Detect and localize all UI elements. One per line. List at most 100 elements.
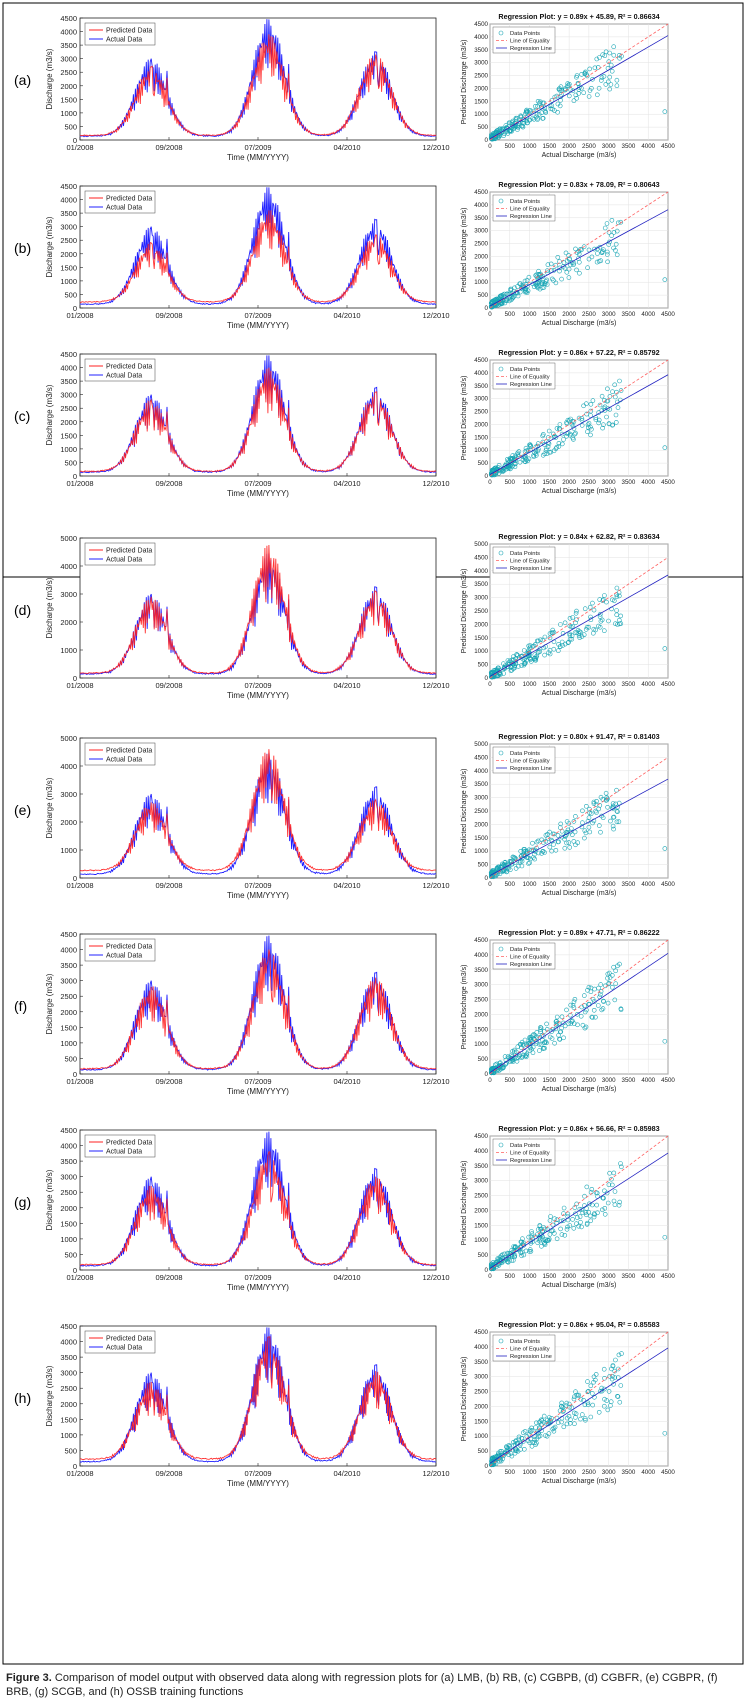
data-point <box>611 964 616 970</box>
data-point <box>600 425 605 431</box>
data-point <box>609 233 614 238</box>
data-point <box>605 259 610 265</box>
data-point <box>594 1190 600 1196</box>
data-point <box>567 615 573 621</box>
scatter-y-tick-label: 2500 <box>474 1389 488 1396</box>
scatter-x-tick-label: 3500 <box>622 1469 636 1476</box>
scatter-x-tick-label: 3000 <box>602 1077 616 1084</box>
data-point <box>564 1400 570 1406</box>
data-point <box>571 262 576 268</box>
legend-label-predicted: Predicted Data <box>106 28 152 35</box>
data-point <box>557 265 563 271</box>
data-point <box>550 627 556 633</box>
regression-line <box>489 778 669 876</box>
data-point <box>518 114 524 120</box>
data-point <box>576 415 582 421</box>
scatter-x-tick-label: 0 <box>488 1469 492 1476</box>
data-point <box>542 451 548 457</box>
scatter-y-tick-label: 1500 <box>474 98 488 105</box>
data-point <box>601 628 607 634</box>
data-point <box>558 1226 563 1232</box>
figure-caption: Figure 3. Comparison of model output wit… <box>6 1671 746 1699</box>
data-point <box>494 865 500 871</box>
data-point <box>515 1044 521 1049</box>
data-point <box>618 219 624 225</box>
data-point <box>593 1014 598 1020</box>
data-point <box>590 600 595 606</box>
legend-label-points: Data Points <box>510 1339 540 1345</box>
y-tick-label: 3000 <box>60 1173 77 1182</box>
data-point <box>606 1389 612 1394</box>
data-point <box>559 441 565 447</box>
data-point <box>549 1036 555 1041</box>
data-point <box>612 1189 618 1194</box>
y-tick-label: 2000 <box>60 1008 77 1017</box>
data-point <box>550 1027 556 1032</box>
scatter-y-tick-label: 2500 <box>474 241 488 248</box>
data-point <box>517 289 523 295</box>
scatter-y-tick-label: 1500 <box>474 835 488 842</box>
data-point <box>556 444 562 449</box>
y-tick-label: 2000 <box>60 418 77 427</box>
data-point <box>509 1258 515 1263</box>
data-point <box>566 275 572 280</box>
data-point <box>582 828 588 834</box>
x-tick-label: 09/2008 <box>155 1469 182 1478</box>
data-point <box>600 52 606 58</box>
x-tick-label: 07/2009 <box>244 1469 271 1478</box>
scatter-y-tick-label: 4000 <box>474 370 488 377</box>
scatter-chart-3: Regression Plot: y = 0.84x + 62.82, R² =… <box>461 532 675 697</box>
data-point <box>540 452 546 458</box>
data-point <box>562 620 568 626</box>
data-point <box>606 970 612 976</box>
scatter-y-tick-label: 3000 <box>474 396 488 403</box>
y-tick-label: 3500 <box>60 1157 77 1166</box>
y-tick-label: 1000 <box>60 646 77 655</box>
line-chart-2: (c) 0 500 1000 1500 2000 2500 3000 3500 4000 4500 0… <box>14 350 450 498</box>
data-point <box>571 999 577 1005</box>
scatter-x-tick-label: 4500 <box>661 881 675 888</box>
data-point <box>615 405 621 410</box>
data-point <box>524 118 530 124</box>
x-tick-label: 12/2010 <box>422 1273 449 1282</box>
data-point <box>618 1006 624 1012</box>
y-tick-label: 4500 <box>60 182 77 191</box>
line-chart-3: (d) 0 1000 2000 3000 4000 5000 01/2008 09/2008 07… <box>14 534 450 700</box>
series-predicted-line <box>79 1151 437 1266</box>
data-point <box>618 1161 623 1166</box>
data-point <box>548 261 554 267</box>
data-point <box>594 259 600 265</box>
data-point <box>588 432 593 438</box>
data-point <box>498 300 504 306</box>
data-point <box>534 283 540 289</box>
data-point <box>599 1388 605 1394</box>
data-point <box>518 1447 523 1452</box>
data-point <box>500 469 505 475</box>
data-point <box>544 282 550 287</box>
data-point <box>556 86 562 92</box>
data-point <box>519 282 525 288</box>
x-tick-label: 09/2008 <box>155 681 182 690</box>
scatter-title: Regression Plot: y = 0.84x + 62.82, R² =… <box>498 532 659 541</box>
data-point <box>587 604 593 610</box>
data-point <box>585 1402 591 1408</box>
y-tick-label: 1000 <box>60 1039 77 1048</box>
data-point <box>574 1215 580 1220</box>
data-point <box>538 637 543 643</box>
scatter-y-tick-label: 3500 <box>474 781 488 788</box>
scatter-y-tick-label: 4000 <box>474 568 488 575</box>
x-tick-label: 04/2010 <box>333 881 360 890</box>
data-point <box>600 1006 606 1011</box>
legend-swatch-points <box>498 550 504 556</box>
data-point <box>510 1258 516 1263</box>
data-point <box>605 1407 611 1413</box>
data-point <box>615 1366 621 1372</box>
y-tick-label: 4000 <box>60 28 77 37</box>
x-axis-label: Time (MM/YYYY) <box>227 153 289 162</box>
legend-swatch-points <box>498 946 504 952</box>
x-axis-label: Time (MM/YYYY) <box>227 1087 289 1096</box>
data-point <box>601 1403 607 1409</box>
data-point <box>496 864 501 870</box>
scatter-x-tick-label: 1500 <box>542 881 556 888</box>
data-point <box>614 585 620 591</box>
